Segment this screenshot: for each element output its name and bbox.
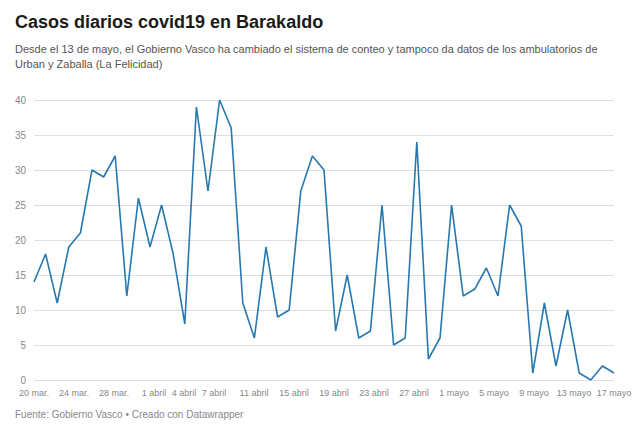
svg-text:1 abril: 1 abril	[142, 388, 167, 398]
svg-text:5: 5	[20, 340, 26, 351]
svg-text:10: 10	[15, 305, 27, 316]
svg-text:1 mayo: 1 mayo	[439, 388, 469, 398]
svg-text:0: 0	[20, 375, 26, 386]
svg-text:23 abril: 23 abril	[359, 388, 389, 398]
svg-text:20 mar.: 20 mar.	[19, 388, 49, 398]
svg-text:Casos diarios covid19 en Barak: Casos diarios covid19 en Barakaldo	[15, 12, 323, 32]
svg-text:35: 35	[15, 130, 27, 141]
svg-text:5 mayo: 5 mayo	[479, 388, 509, 398]
svg-text:40: 40	[15, 95, 27, 106]
svg-text:11 abril: 11 abril	[240, 388, 269, 398]
svg-text:Desde el 13 de mayo, el Gobier: Desde el 13 de mayo, el Gobierno Vasco h…	[15, 43, 601, 55]
svg-text:Fuente: Gobierno Vasco • Cread: Fuente: Gobierno Vasco • Creado con Data…	[15, 409, 244, 420]
svg-text:9 mayo: 9 mayo	[519, 388, 549, 398]
svg-text:15 abril: 15 abril	[279, 388, 309, 398]
svg-text:28 mar.: 28 mar.	[99, 388, 129, 398]
svg-text:Urban y Zaballa (La Felicidad): Urban y Zaballa (La Felicidad)	[15, 58, 162, 70]
svg-text:19 abril: 19 abril	[319, 388, 349, 398]
svg-text:30: 30	[15, 165, 27, 176]
svg-text:4 abril: 4 abril	[172, 388, 197, 398]
svg-text:27 abril: 27 abril	[399, 388, 429, 398]
svg-text:20: 20	[15, 235, 27, 246]
svg-text:15: 15	[15, 270, 27, 281]
svg-text:13 mayo: 13 mayo	[557, 388, 592, 398]
svg-text:17 mayo: 17 mayo	[597, 388, 632, 398]
svg-text:24 mar.: 24 mar.	[59, 388, 89, 398]
svg-text:7 abril: 7 abril	[202, 388, 227, 398]
svg-text:25: 25	[15, 200, 27, 211]
